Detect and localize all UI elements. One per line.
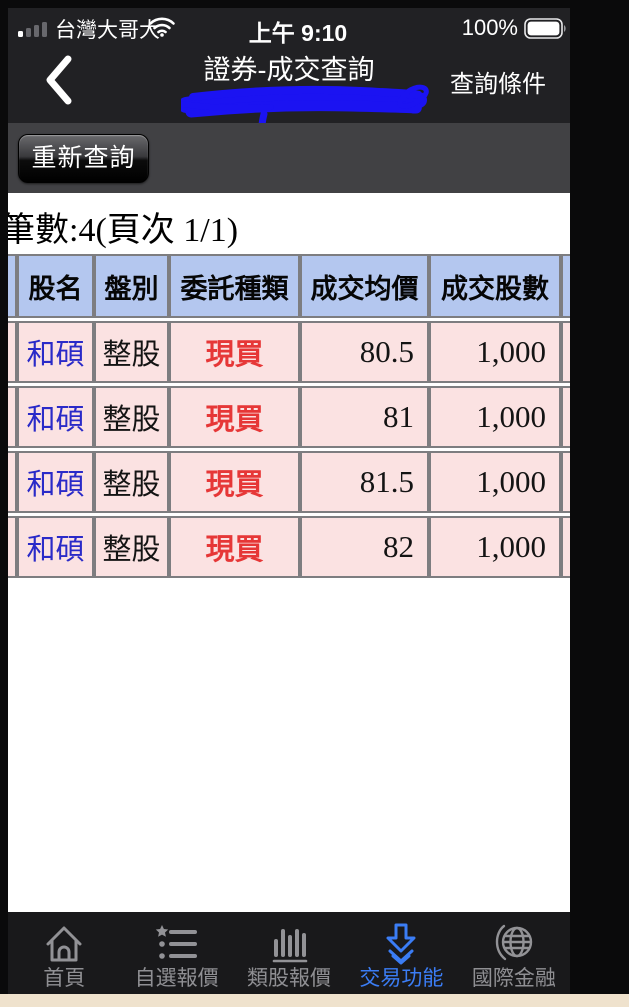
tab-trading[interactable]: 交易功能	[345, 912, 457, 995]
phone-screen: 台灣大哥大 上午 9:10 100% 證券-成交查詢 查詢條件	[8, 8, 570, 995]
shares-cell: 1,000	[429, 386, 561, 448]
tab-sector-quotes[interactable]: 類股報價	[233, 912, 345, 995]
order-type-cell: 現買	[169, 451, 300, 513]
bar-chart-icon	[267, 921, 311, 967]
avg-price-cell: 81.5	[300, 451, 429, 513]
record-count: 筆數:4(頁次 1/1)	[8, 212, 239, 249]
photo-bottom-strip	[0, 994, 629, 1007]
table-row: 和碩 整股 現買 81.5 1,000	[8, 451, 570, 513]
avg-price-cell: 82	[300, 516, 429, 578]
col-session: 盤別	[94, 254, 169, 318]
table-header-row: 股名 盤別 委託種類 成交均價 成交股數	[8, 254, 570, 318]
shares-cell: 1,000	[429, 451, 561, 513]
query-conditions-button[interactable]: 查詢條件	[450, 71, 546, 98]
stock-name-cell[interactable]: 和碩	[17, 321, 94, 383]
trades-table: 股名 盤別 委託種類 成交均價 成交股數 和碩 整股 現買 80.5 1,000	[8, 251, 570, 581]
tab-watchlist[interactable]: 自選報價	[120, 912, 232, 995]
tab-label: 交易功能	[359, 967, 444, 990]
toolbar: 重新查詢	[8, 123, 570, 193]
session-cell: 整股	[94, 321, 169, 383]
session-cell: 整股	[94, 386, 169, 448]
wifi-icon	[148, 16, 176, 37]
order-type-cell: 現買	[169, 386, 300, 448]
battery-percent: 100%	[461, 15, 518, 40]
order-type-cell: 現買	[169, 321, 300, 383]
stock-name-cell[interactable]: 和碩	[17, 451, 94, 513]
shares-cell: 1,000	[429, 516, 561, 578]
signal-bars-icon	[18, 21, 50, 37]
requery-button[interactable]: 重新查詢	[18, 134, 149, 183]
globe-icon	[490, 921, 538, 967]
avg-price-cell: 81	[300, 386, 429, 448]
col-shares: 成交股數	[429, 254, 561, 318]
bottom-tab-bar: 首頁 自選報價	[8, 912, 570, 995]
trades-table-viewport[interactable]: 股名 盤別 委託種類 成交均價 成交股數 和碩 整股 現買 80.5 1,000	[8, 251, 570, 581]
results-area: 筆數:4(頁次 1/1) 股名 盤別 委託種類 成交均價 成交股數	[8, 193, 570, 912]
tab-international[interactable]: 國際金融	[458, 912, 570, 995]
clock: 上午 9:10	[248, 20, 348, 46]
shares-cell: 1,000	[429, 321, 561, 383]
stock-name-cell[interactable]: 和碩	[17, 386, 94, 448]
tab-label: 類股報價	[247, 967, 332, 990]
tab-label: 首頁	[43, 967, 86, 990]
order-type-cell: 現買	[169, 516, 300, 578]
avg-price-cell: 80.5	[300, 321, 429, 383]
table-row: 和碩 整股 現買 80.5 1,000	[8, 321, 570, 383]
watchlist-icon	[154, 921, 200, 967]
col-avg-price: 成交均價	[300, 254, 429, 318]
session-cell: 整股	[94, 516, 169, 578]
top-bar: 台灣大哥大 上午 9:10 100% 證券-成交查詢 查詢條件	[8, 8, 570, 138]
back-button[interactable]	[42, 54, 76, 106]
clipped-column	[8, 254, 17, 318]
download-arrow-icon	[378, 921, 424, 967]
session-cell: 整股	[94, 451, 169, 513]
carrier-label: 台灣大哥大	[55, 19, 160, 42]
home-icon	[42, 921, 86, 967]
col-stock-name: 股名	[17, 254, 94, 318]
col-order-type: 委託種類	[169, 254, 300, 318]
battery-icon	[524, 18, 568, 39]
stock-name-cell[interactable]: 和碩	[17, 516, 94, 578]
tab-label: 國際金融	[471, 967, 556, 990]
clipped-column	[561, 254, 570, 318]
tab-label: 自選報價	[134, 967, 219, 990]
table-row: 和碩 整股 現買 81 1,000	[8, 386, 570, 448]
tab-home[interactable]: 首頁	[8, 912, 120, 995]
page-title: 證券-成交查詢	[203, 55, 375, 85]
table-row: 和碩 整股 現買 82 1,000	[8, 516, 570, 578]
